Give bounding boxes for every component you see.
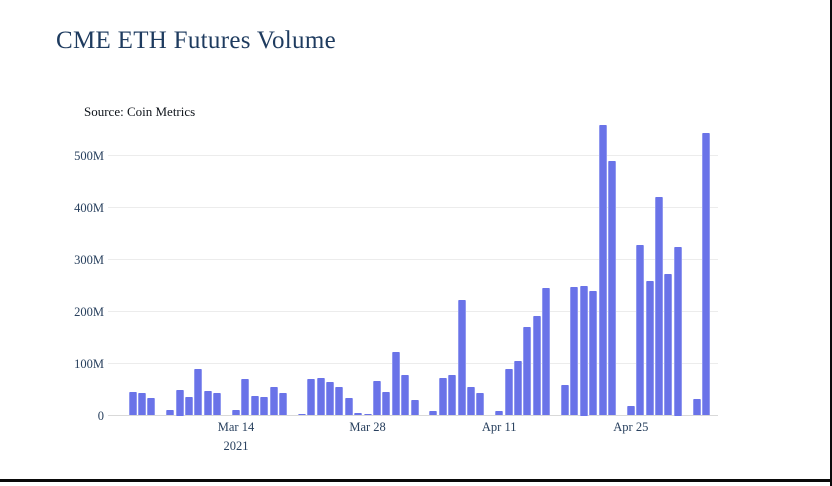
volume-bar: [232, 409, 240, 416]
volume-bar: [532, 315, 541, 416]
volume-bar: [335, 387, 344, 416]
volume-bar: [344, 398, 353, 416]
volume-bar: [166, 409, 175, 416]
volume-bar: [401, 374, 410, 416]
x-axis-line: [108, 415, 718, 416]
volume-bar: [175, 389, 184, 416]
volume-bar: [307, 378, 316, 416]
chart-title: CME ETH Futures Volume: [56, 27, 336, 54]
volume-bar: [363, 413, 372, 416]
volume-bar: [250, 396, 259, 416]
volume-bar: [429, 411, 438, 416]
x-tick-label: Apr 25: [613, 420, 649, 434]
screenshot-bottom-border: [0, 479, 831, 482]
x-tick-year-label: 2021: [223, 439, 249, 453]
x-tick-label: Apr 11: [481, 420, 517, 434]
volume-bar: [147, 398, 156, 416]
volume-bar: [702, 132, 710, 416]
x-tick-label: Mar 28: [349, 420, 386, 434]
volume-bar: [410, 399, 419, 416]
volume-bar: [185, 396, 193, 416]
volume-bar: [269, 386, 278, 416]
volume-bar: [467, 386, 475, 416]
volume-bar: [128, 391, 137, 416]
volume-bar: [579, 285, 588, 416]
y-tick-label: 300M: [74, 252, 104, 267]
volume-bar: [636, 245, 645, 416]
volume-bar: [655, 196, 663, 416]
volume-bar: [645, 281, 654, 416]
screenshot-right-border: [830, 0, 832, 486]
volume-bar: [692, 398, 701, 416]
volume-bar: [495, 411, 504, 416]
y-tick-label: 200M: [74, 304, 104, 319]
volume-bar: [326, 381, 334, 416]
x-tick-label: Mar 14: [217, 420, 255, 434]
volume-bar: [213, 392, 222, 416]
volume-bar: [382, 391, 391, 416]
volume-bar: [673, 246, 682, 416]
grid-line: [108, 311, 718, 312]
volume-bar: [297, 413, 306, 416]
volume-bar: [514, 360, 522, 416]
volume-bar: [279, 392, 287, 416]
y-tick-label: 400M: [74, 200, 104, 215]
volume-bar: [260, 396, 269, 416]
volume-bar: [589, 290, 598, 416]
volume-bar: [561, 385, 569, 416]
grid-line: [108, 155, 718, 156]
volume-bar: [523, 327, 532, 416]
volume-bar: [504, 368, 513, 416]
volume-bar: [598, 125, 607, 416]
volume-bar: [316, 377, 325, 416]
volume-bar: [138, 392, 146, 416]
volume-bar: [448, 374, 457, 416]
grid-line: [108, 207, 718, 208]
y-tick-label: 500M: [74, 148, 104, 163]
volume-bar: [664, 273, 673, 416]
source-note: Source: Coin Metrics: [84, 104, 196, 119]
volume-bar: [203, 390, 212, 416]
volume-bar: [241, 379, 250, 416]
volume-bar: [373, 380, 381, 416]
volume-bar: [354, 413, 363, 416]
y-tick-label: 0: [97, 408, 104, 423]
volume-bar: [391, 351, 400, 416]
volume-bar: [542, 288, 551, 416]
volume-bar: [608, 160, 616, 416]
volume-bar: [476, 392, 485, 416]
y-tick-label: 100M: [74, 356, 104, 371]
volume-bar: [438, 377, 447, 416]
volume-bar: [194, 369, 203, 416]
grid-line: [108, 363, 718, 364]
volume-bar: [457, 300, 466, 416]
grid-line: [108, 259, 718, 260]
volume-bar: [570, 286, 579, 416]
volume-bar: [626, 405, 635, 416]
